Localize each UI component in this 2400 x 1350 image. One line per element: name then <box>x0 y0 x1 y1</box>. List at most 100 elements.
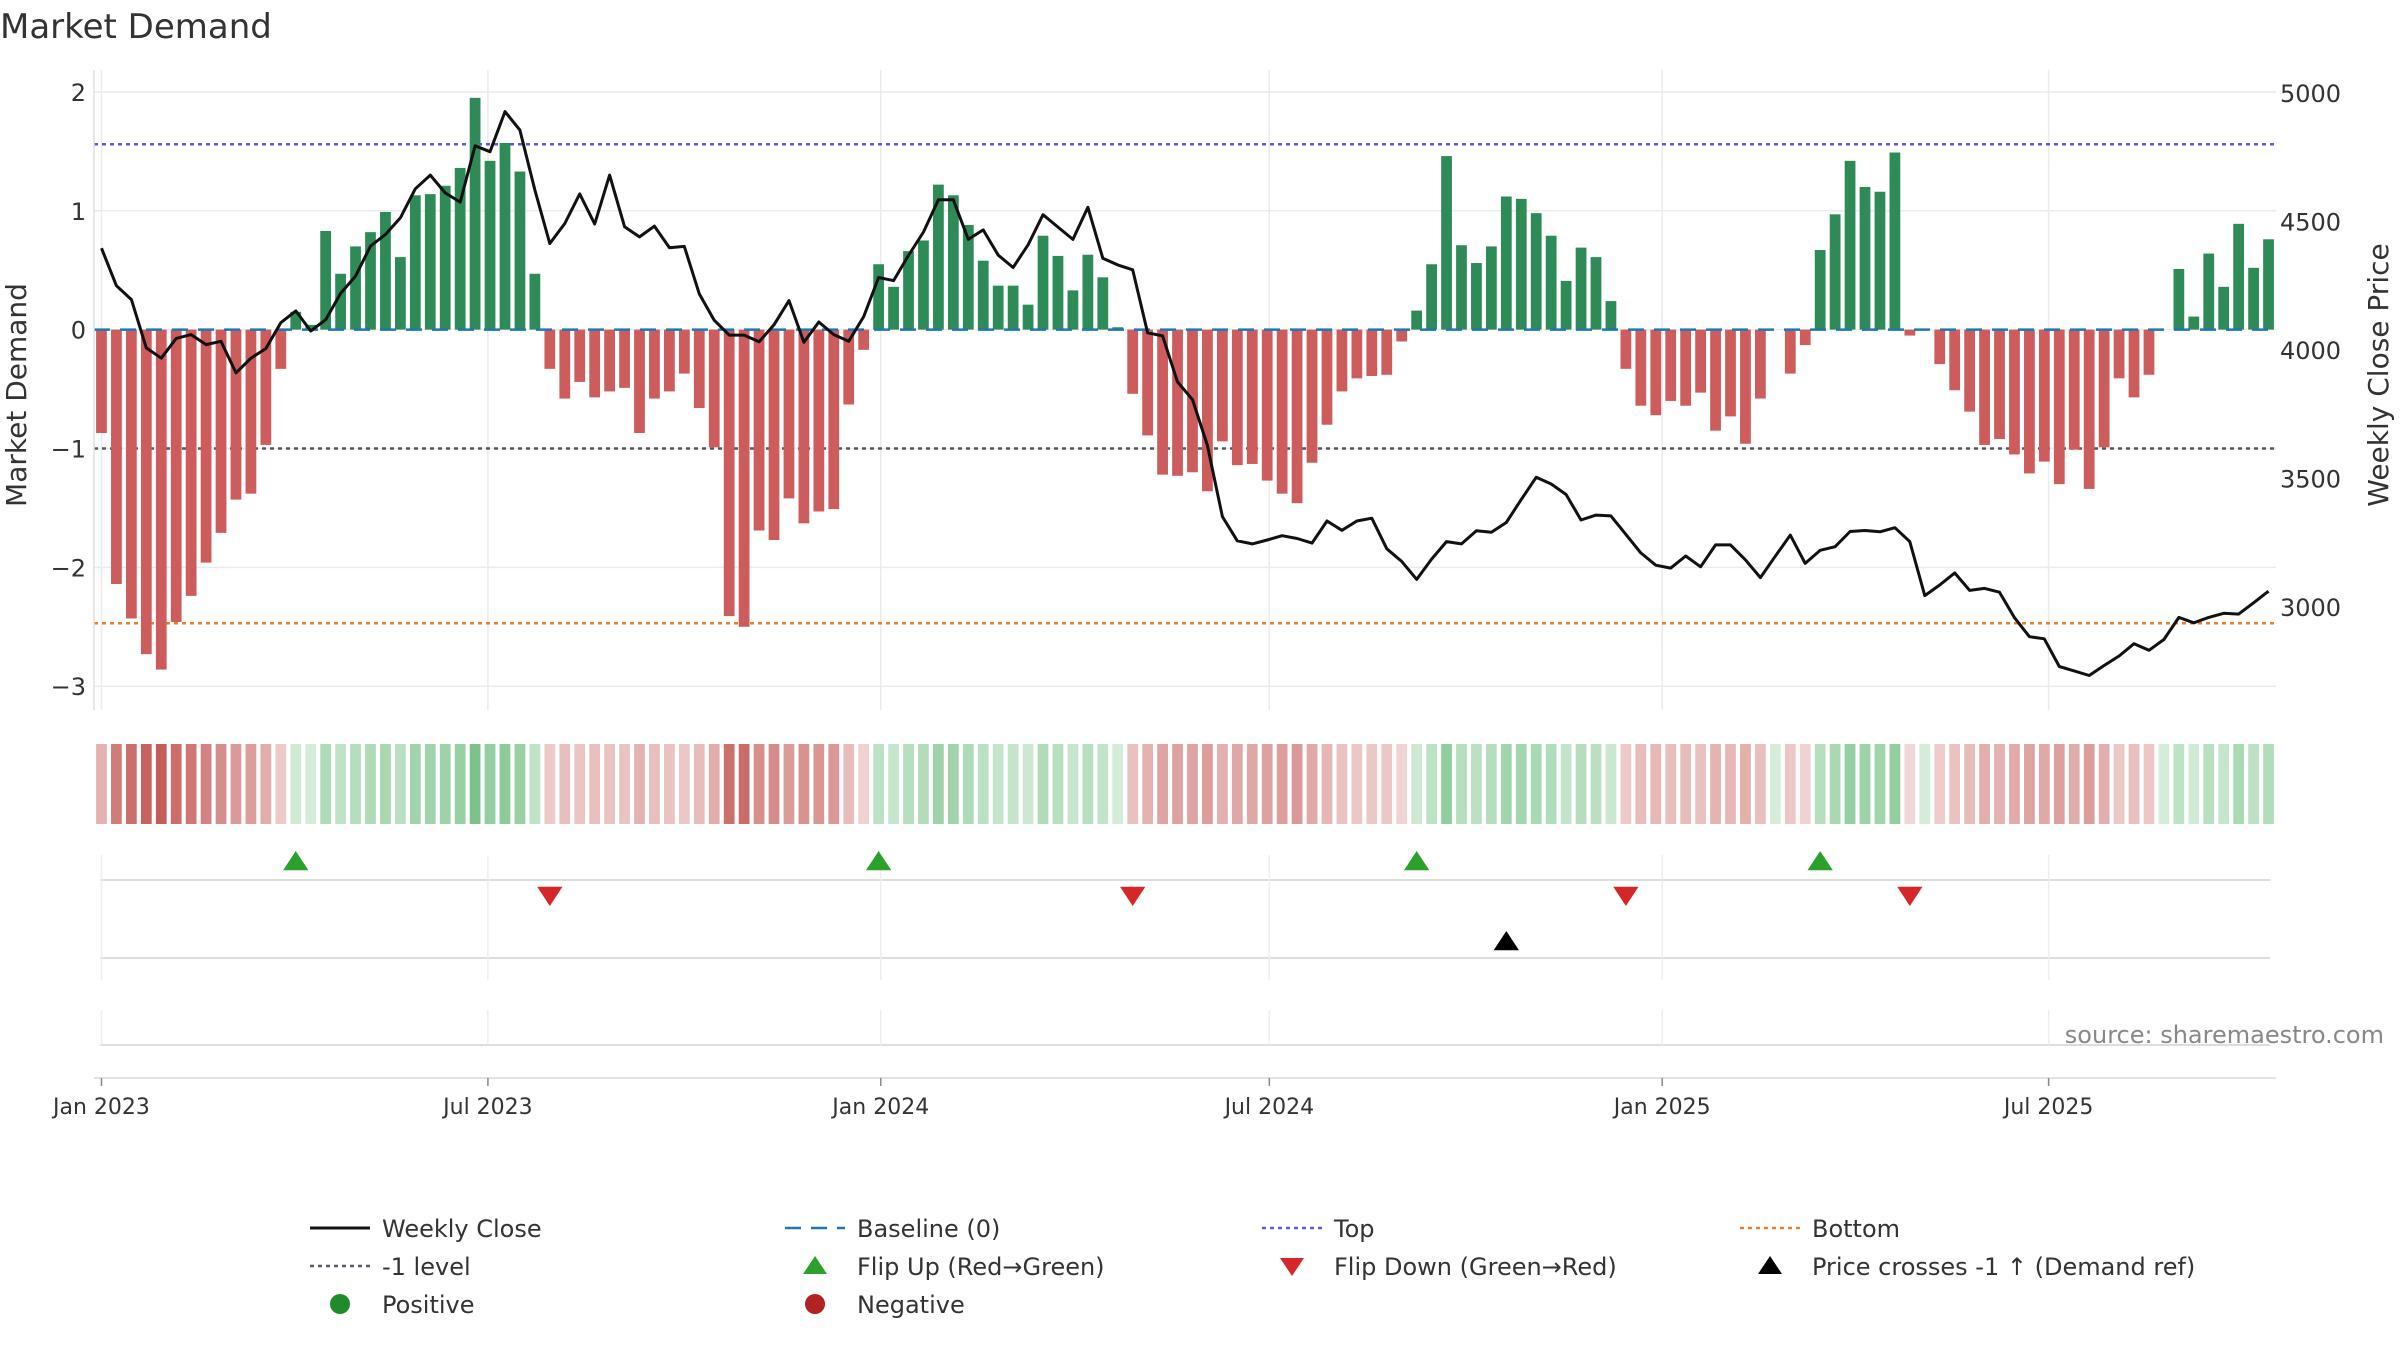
heat-cell <box>1949 744 1961 824</box>
positive-bar <box>977 260 989 330</box>
x-tick-label: Jan 2025 <box>1612 1095 1711 1120</box>
heat-cell <box>1396 744 1408 824</box>
flip-down-marker <box>1897 886 1923 906</box>
negative-bar <box>664 329 675 392</box>
event-panel-grid <box>94 855 2276 1079</box>
positive-bar <box>1560 280 1572 330</box>
positive-bar <box>1052 255 1064 330</box>
negative-bar <box>768 329 780 541</box>
heat-cell <box>290 744 302 824</box>
heat-cell <box>1605 744 1617 824</box>
circle-green-icon <box>330 1294 350 1314</box>
negative-bar <box>185 329 197 596</box>
negative-bar <box>723 329 735 617</box>
heat-cell <box>200 744 212 824</box>
heat-cell <box>813 744 825 824</box>
positive-bar <box>1097 277 1109 330</box>
heat-cell <box>798 744 810 824</box>
heat-cell <box>2173 744 2185 824</box>
heat-cell <box>1769 744 1781 824</box>
negative-bar <box>2024 329 2035 474</box>
positive-bar <box>1530 213 1542 330</box>
negative-bar <box>1351 329 1363 379</box>
heat-cell <box>2098 744 2110 824</box>
negative-bar <box>798 329 810 524</box>
heat-cell <box>768 744 780 824</box>
heat-cell <box>1456 744 1467 824</box>
heat-cell <box>1665 744 1677 824</box>
positive-bar <box>1426 264 1437 330</box>
heat-cell <box>783 744 795 824</box>
heat-cell <box>649 744 660 824</box>
left-y-axis-label: Market Demand <box>0 283 33 507</box>
negative-bar <box>1172 329 1183 476</box>
demand-heat-strip <box>96 744 2274 824</box>
weekly-close-line <box>100 110 2270 677</box>
negative-bar <box>574 329 586 382</box>
positive-bar <box>1859 186 1871 330</box>
x-tick-label: Jul 2024 <box>1223 1095 1315 1120</box>
x-tick-label: Jul 2025 <box>2002 1095 2094 1120</box>
heat-cell <box>215 744 227 824</box>
heat-cell <box>2233 744 2245 824</box>
negative-bar <box>1216 329 1228 442</box>
heat-cell <box>2038 744 2050 824</box>
positive-bar <box>2248 267 2259 330</box>
heat-cell <box>454 744 466 824</box>
right-y-tick-label: 4500 <box>2280 208 2341 236</box>
heat-cell <box>1007 744 1019 824</box>
positive-bar <box>1500 196 1512 330</box>
negative-bar <box>1635 329 1647 406</box>
heat-cell <box>1725 744 1736 824</box>
heat-cell <box>230 744 242 824</box>
negative-bar <box>1710 329 1721 431</box>
legend-label: Top <box>1333 1215 1375 1243</box>
heat-cell <box>1157 744 1168 824</box>
heat-cell <box>1321 744 1333 824</box>
negative-bar <box>2068 329 2080 450</box>
negative-bar <box>1784 329 1796 374</box>
price-cross-marker <box>1493 931 1519 951</box>
triangle-down-red-icon <box>1280 1258 1304 1276</box>
heat-cell <box>2263 744 2274 824</box>
heat-cell <box>514 744 526 824</box>
heat-cell <box>678 744 690 824</box>
heat-cell <box>394 744 406 824</box>
negative-bar <box>1949 329 1961 391</box>
positive-bar <box>320 230 332 330</box>
positive-bar <box>305 324 317 330</box>
triangle-up-green-icon <box>803 1256 827 1274</box>
negative-bar <box>230 329 242 500</box>
positive-bar <box>454 167 466 330</box>
negative-bar <box>693 329 705 409</box>
positive-bar <box>335 273 346 330</box>
heat-cell <box>1276 744 1288 824</box>
negative-bar <box>559 329 571 399</box>
heat-cell <box>1246 744 1258 824</box>
positive-bar <box>1844 160 1856 330</box>
negative-bar <box>1366 329 1378 376</box>
heat-cell <box>858 744 870 824</box>
heat-cell <box>125 744 137 824</box>
positive-bar <box>439 185 451 330</box>
heat-cell <box>723 744 735 824</box>
heat-cell <box>155 744 167 824</box>
heat-cell <box>1142 744 1154 824</box>
legend-label: Bottom <box>1812 1215 1900 1243</box>
heat-cell <box>753 744 765 824</box>
positive-bar <box>962 225 974 330</box>
negative-bar <box>275 329 287 369</box>
negative-bar <box>1979 329 1990 445</box>
positive-bar <box>933 184 944 330</box>
negative-bar <box>1994 329 2005 439</box>
positive-bar <box>903 251 914 330</box>
heat-cell <box>380 744 391 824</box>
negative-bar <box>619 329 630 388</box>
heat-cell <box>275 744 287 824</box>
heat-cell <box>2248 744 2259 824</box>
heat-cell <box>409 744 421 824</box>
heat-cell <box>693 744 705 824</box>
negative-bar <box>843 329 855 405</box>
heat-cell <box>2053 744 2065 824</box>
